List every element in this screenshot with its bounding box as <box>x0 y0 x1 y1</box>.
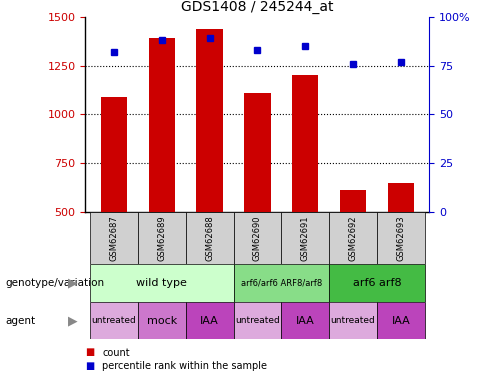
Bar <box>340 190 366 212</box>
Bar <box>377 302 425 339</box>
Text: arf6/arf6 ARF8/arf8: arf6/arf6 ARF8/arf8 <box>241 279 322 288</box>
Text: untreated: untreated <box>235 316 280 325</box>
Bar <box>90 264 234 302</box>
Bar <box>101 97 127 212</box>
Bar <box>281 302 329 339</box>
Text: genotype/variation: genotype/variation <box>5 278 104 288</box>
Text: ▶: ▶ <box>68 277 78 290</box>
Text: mock: mock <box>147 316 177 326</box>
Text: arf6 arf8: arf6 arf8 <box>352 278 401 288</box>
Text: ■: ■ <box>85 348 95 357</box>
Text: IAA: IAA <box>200 316 219 326</box>
Text: count: count <box>102 348 130 357</box>
Bar <box>329 264 425 302</box>
Bar <box>377 212 425 264</box>
Text: agent: agent <box>5 316 35 326</box>
Text: GSM62693: GSM62693 <box>396 215 405 261</box>
Bar <box>329 212 377 264</box>
Bar <box>90 212 138 264</box>
Bar <box>329 302 377 339</box>
Text: GSM62692: GSM62692 <box>348 215 358 261</box>
Bar <box>387 183 414 212</box>
Bar <box>138 302 186 339</box>
Bar <box>149 38 175 212</box>
Bar <box>244 93 270 212</box>
Text: untreated: untreated <box>92 316 137 325</box>
Text: GSM62690: GSM62690 <box>253 215 262 261</box>
Bar <box>234 302 281 339</box>
Text: GSM62687: GSM62687 <box>110 215 119 261</box>
Bar <box>138 212 186 264</box>
Bar <box>186 302 234 339</box>
Text: ■: ■ <box>85 361 95 370</box>
Bar <box>186 212 234 264</box>
Bar <box>281 212 329 264</box>
Bar <box>292 75 318 212</box>
Bar <box>197 28 223 212</box>
Text: GSM62691: GSM62691 <box>301 215 310 261</box>
Text: GSM62689: GSM62689 <box>157 215 166 261</box>
Text: IAA: IAA <box>296 316 315 326</box>
Text: untreated: untreated <box>330 316 375 325</box>
Bar <box>234 212 281 264</box>
Bar <box>234 264 329 302</box>
Text: GSM62688: GSM62688 <box>205 215 214 261</box>
Bar <box>90 302 138 339</box>
Text: percentile rank within the sample: percentile rank within the sample <box>102 361 267 370</box>
Title: GDS1408 / 245244_at: GDS1408 / 245244_at <box>181 0 334 15</box>
Text: IAA: IAA <box>391 316 410 326</box>
Text: wild type: wild type <box>137 278 187 288</box>
Text: ▶: ▶ <box>68 314 78 327</box>
